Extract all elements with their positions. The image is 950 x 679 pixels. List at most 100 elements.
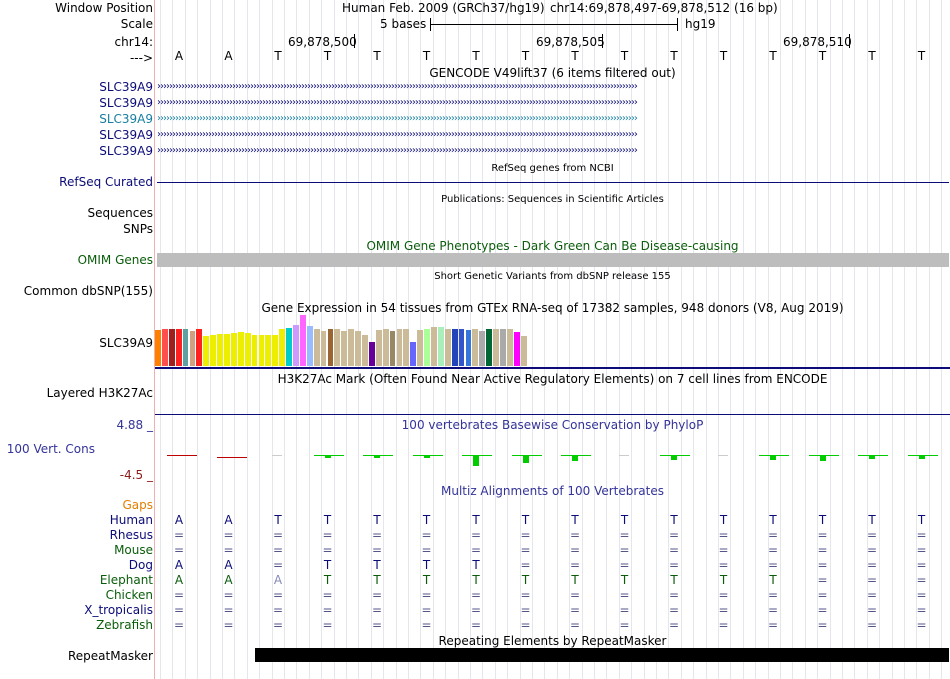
- multiz-species-label[interactable]: Elephant: [99, 573, 153, 587]
- gtex-tissue-bar[interactable]: [500, 329, 506, 366]
- multiz-species-label[interactable]: Mouse: [114, 543, 153, 557]
- gtex-tissue-bar[interactable]: [520, 336, 527, 366]
- phylop-label[interactable]: 100 Vert. Cons: [6, 442, 95, 456]
- multiz-species-label[interactable]: X_tropicalis: [84, 603, 153, 617]
- gtex-tissue-bar[interactable]: [299, 315, 306, 366]
- multiz-species-label[interactable]: Human: [109, 513, 153, 527]
- phylop-score-bar[interactable]: [272, 455, 282, 456]
- multiz-species-label[interactable]: Dog: [128, 558, 153, 572]
- gtex-tissue-bar[interactable]: [382, 329, 389, 366]
- gencode-gene-feature[interactable]: ››››››››››››››››››››››››››››››››››››››››…: [157, 145, 638, 156]
- gtex-tissue-bar[interactable]: [203, 336, 210, 366]
- gtex-tissue-bar[interactable]: [479, 331, 486, 366]
- gtex-tissue-bar[interactable]: [396, 329, 403, 366]
- gencode-gene-label[interactable]: SLC39A9: [99, 128, 153, 142]
- gtex-tissue-bar[interactable]: [210, 335, 217, 366]
- position-readout[interactable]: chr14:69,878,497-69,878,512 (16 bp): [550, 1, 778, 15]
- gtex-tissue-bar[interactable]: [458, 329, 465, 366]
- gencode-gene-label[interactable]: SLC39A9: [99, 80, 153, 94]
- phylop-score-bar[interactable]: [671, 456, 677, 460]
- gtex-tissue-bar[interactable]: [513, 332, 520, 366]
- multiz-track-title[interactable]: Multiz Alignments of 100 Vertebrates: [440, 484, 665, 498]
- gencode-gene-label[interactable]: SLC39A9: [99, 144, 153, 158]
- gtex-tissue-bar[interactable]: [368, 341, 375, 366]
- gtex-tissue-bar[interactable]: [424, 329, 430, 366]
- multiz-species-label[interactable]: Rhesus: [109, 528, 153, 542]
- gtex-tissue-bar[interactable]: [486, 329, 493, 366]
- gtex-tissue-bar[interactable]: [265, 335, 272, 366]
- omim-gene-bar[interactable]: [157, 253, 949, 267]
- phylop-score-bar[interactable]: [770, 456, 776, 460]
- phylop-score-bar[interactable]: [473, 456, 479, 466]
- gtex-bar-chart[interactable]: [155, 315, 555, 366]
- gtex-label[interactable]: SLC39A9: [99, 336, 153, 350]
- gencode-gene-feature[interactable]: ››››››››››››››››››››››››››››››››››››››››…: [157, 97, 638, 108]
- phylop-score-bar[interactable]: [618, 455, 629, 456]
- gtex-tissue-bar[interactable]: [362, 335, 368, 366]
- gtex-tissue-bar[interactable]: [217, 334, 223, 366]
- gtex-track-title[interactable]: Gene Expression in 54 tissues from GTEx …: [261, 301, 844, 315]
- gtex-tissue-bar[interactable]: [313, 329, 320, 366]
- gtex-tissue-bar[interactable]: [417, 330, 424, 366]
- phylop-score-bar[interactable]: [717, 455, 728, 456]
- gtex-tissue-bar[interactable]: [431, 327, 437, 366]
- gtex-tissue-bar[interactable]: [230, 333, 237, 366]
- gtex-tissue-bar[interactable]: [237, 332, 244, 366]
- dbsnp-label[interactable]: Common dbSNP(155): [23, 284, 153, 298]
- gencode-gene-feature[interactable]: ››››››››››››››››››››››››››››››››››››››››…: [157, 129, 638, 140]
- phylop-score-bar[interactable]: [324, 456, 331, 458]
- phylop-score-bar[interactable]: [216, 457, 247, 458]
- gtex-tissue-bar[interactable]: [279, 329, 286, 366]
- gtex-tissue-bar[interactable]: [244, 333, 251, 366]
- gtex-tissue-bar[interactable]: [306, 326, 313, 366]
- refseq-track-title[interactable]: RefSeq genes from NCBI: [491, 163, 614, 174]
- phylop-track-title[interactable]: 100 vertebrates Basewise Conservation by…: [401, 418, 704, 432]
- gtex-tissue-bar[interactable]: [334, 329, 341, 366]
- gtex-tissue-bar[interactable]: [196, 329, 203, 366]
- repeatmasker-element[interactable]: [255, 648, 949, 662]
- gtex-tissue-bar[interactable]: [451, 329, 458, 366]
- gtex-tissue-bar[interactable]: [293, 325, 299, 366]
- gtex-tissue-bar[interactable]: [168, 329, 175, 366]
- gtex-tissue-bar[interactable]: [189, 331, 196, 366]
- multiz-species-label[interactable]: Chicken: [105, 588, 153, 602]
- gencode-gene-feature[interactable]: ››››››››››››››››››››››››››››››››››››››››…: [157, 81, 638, 92]
- gtex-tissue-bar[interactable]: [258, 335, 265, 366]
- h3k27ac-track-title[interactable]: H3K27Ac Mark (Often Found Near Active Re…: [277, 372, 828, 386]
- refseq-label[interactable]: RefSeq Curated: [59, 175, 153, 189]
- gencode-track-title[interactable]: GENCODE V49lift37 (6 items filtered out): [429, 66, 676, 80]
- refseq-line[interactable]: [157, 182, 949, 183]
- gtex-tissue-bar[interactable]: [175, 329, 182, 366]
- gtex-tissue-bar[interactable]: [472, 329, 479, 366]
- phylop-graph[interactable]: [155, 432, 950, 472]
- phylop-score-bar[interactable]: [918, 456, 925, 459]
- h3k27ac-label[interactable]: Layered H3K27Ac: [46, 386, 153, 400]
- gtex-tissue-bar[interactable]: [341, 331, 348, 366]
- phylop-score-bar[interactable]: [869, 456, 875, 459]
- gencode-gene-feature[interactable]: ››››››››››››››››››››››››››››››››››››››››…: [157, 113, 638, 124]
- repeatmasker-track-title[interactable]: Repeating Elements by RepeatMasker: [438, 634, 667, 648]
- multiz-species-label[interactable]: Zebrafish: [96, 618, 153, 632]
- gtex-tissue-bar[interactable]: [410, 341, 417, 366]
- gtex-tissue-bar[interactable]: [506, 329, 513, 366]
- phylop-score-bar[interactable]: [167, 455, 197, 456]
- gtex-tissue-bar[interactable]: [327, 329, 334, 366]
- gencode-gene-label[interactable]: SLC39A9: [99, 112, 153, 126]
- gtex-tissue-bar[interactable]: [375, 330, 382, 366]
- gtex-tissue-bar[interactable]: [355, 331, 361, 366]
- phylop-score-bar[interactable]: [522, 456, 529, 463]
- gtex-tissue-bar[interactable]: [182, 329, 189, 366]
- gtex-tissue-bar[interactable]: [493, 329, 499, 366]
- phylop-score-bar[interactable]: [423, 456, 430, 458]
- omim-label[interactable]: OMIM Genes: [77, 253, 153, 267]
- gtex-tissue-bar[interactable]: [444, 329, 451, 366]
- phylop-score-bar[interactable]: [374, 456, 380, 458]
- gtex-tissue-bar[interactable]: [437, 327, 444, 366]
- gtex-tissue-bar[interactable]: [155, 330, 161, 366]
- gtex-tissue-bar[interactable]: [286, 328, 292, 366]
- gtex-tissue-bar[interactable]: [403, 329, 410, 366]
- dbsnp-track-title[interactable]: Short Genetic Variants from dbSNP releas…: [434, 271, 671, 282]
- gtex-tissue-bar[interactable]: [161, 329, 168, 366]
- gtex-tissue-bar[interactable]: [465, 330, 472, 366]
- gencode-gene-label[interactable]: SLC39A9: [99, 96, 153, 110]
